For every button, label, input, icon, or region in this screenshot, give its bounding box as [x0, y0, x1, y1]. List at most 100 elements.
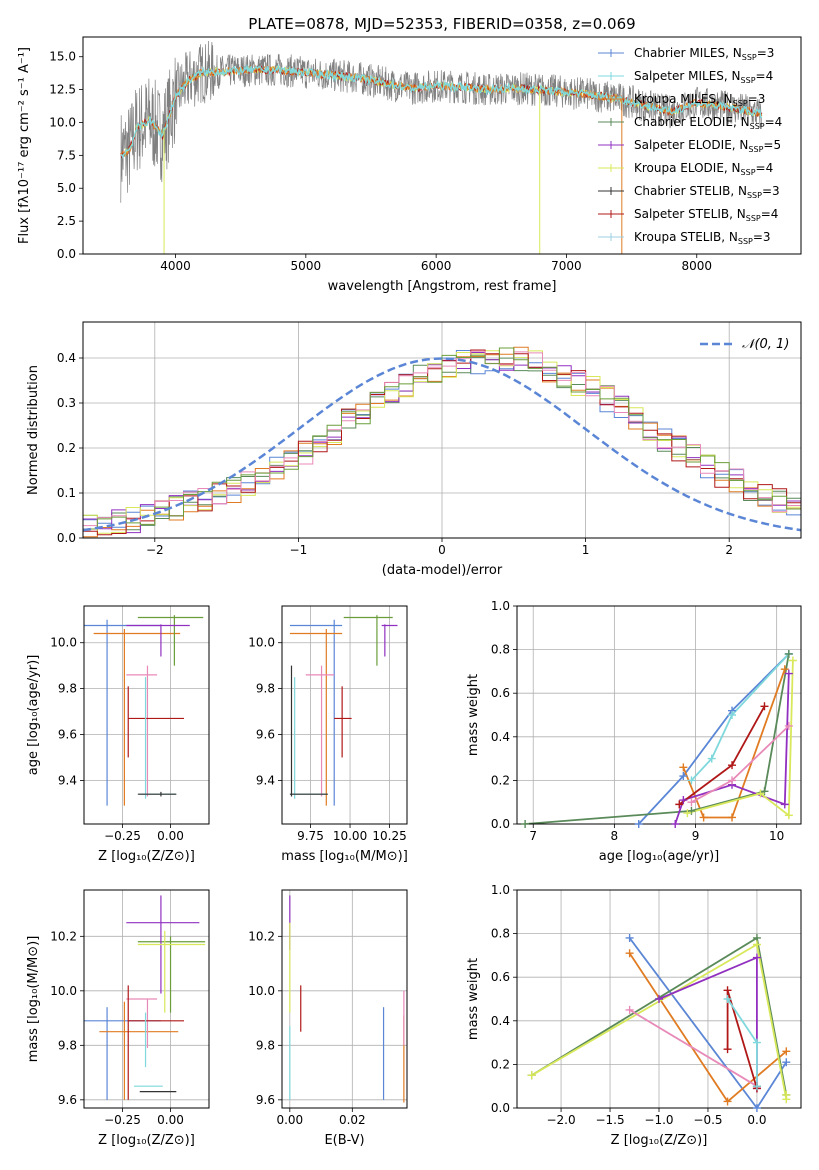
y-tick-label: 0.3 — [57, 396, 76, 410]
x-tick-label: 10.00 — [333, 829, 367, 843]
axes-frame — [516, 605, 802, 825]
y-tick-label: 0.2 — [57, 441, 76, 455]
age-vs-metallicity-panel: −0.25 0.00 9.4 9.6 9.8 10.0 Z [log₁₀(Z/Z⊙)] age… — [26, 605, 210, 864]
y-tick-label: 9.8 — [256, 1038, 275, 1052]
y-tick-label: 10.2 — [50, 929, 77, 943]
x-tick-label: 8 — [611, 829, 619, 843]
y-tick-label: 9.4 — [256, 773, 275, 787]
y-tick-label: 10.0 — [248, 984, 275, 998]
mass-weight-point — [521, 820, 530, 828]
x-axis-label: wavelength [Angstrom, rest frame] — [328, 279, 557, 294]
figure-title: PLATE=0878, MJD=52353, FIBERID=0358, z=0… — [248, 15, 635, 33]
y-tick-label: 10.0 — [50, 636, 77, 650]
y-tick-label: 1.0 — [491, 883, 510, 897]
x-tick-label: −0.25 — [104, 1113, 141, 1127]
axes-frame — [516, 889, 802, 1109]
x-tick-label: 7000 — [551, 259, 582, 273]
x-axis-label: (data-model)/error — [382, 563, 503, 578]
mass-weight-point — [634, 820, 643, 828]
mass-vs-ebv-panel: 0.00 0.02 9.6 9.8 10.0 10.2 E(B-V) — [248, 889, 408, 1148]
x-tick-label: 9 — [692, 829, 700, 843]
y-tick-label: 10.0 — [248, 636, 275, 650]
mass-weight-line — [690, 653, 790, 782]
y-tick-label: 0.2 — [491, 1057, 510, 1071]
mass-weight-point — [760, 787, 769, 796]
mass-weight-point — [699, 813, 708, 822]
mass-weight-point — [723, 986, 732, 995]
x-tick-label: 0.00 — [276, 1113, 303, 1127]
y-tick-label: 5.0 — [57, 181, 76, 195]
spectrum-panel: 4000 5000 6000 7000 8000 0.0 2.5 5.0 7.5 10.0 12.5… — [17, 36, 802, 294]
x-tick-label: 9.75 — [297, 829, 324, 843]
y-tick-label: 0.6 — [491, 686, 510, 700]
mass-weight-point — [723, 995, 732, 1003]
mass-weight-point — [679, 796, 688, 805]
mass-weight-point — [679, 772, 688, 781]
x-tick-label: −0.25 — [104, 829, 141, 843]
legend-label: Chabrier MILES, NSSP=3 — [634, 46, 774, 62]
axes-frame — [281, 889, 408, 1109]
y-tick-label: 2.5 — [57, 214, 76, 228]
x-tick-label: 7 — [529, 829, 537, 843]
y-tick-label: 9.6 — [256, 728, 275, 742]
x-axis-label: Z [log₁₀(Z/Z⊙)] — [98, 1133, 195, 1148]
residual-histogram-step — [83, 347, 801, 530]
y-tick-label: 0.6 — [491, 970, 510, 984]
mass-weight-line — [525, 653, 790, 824]
mass-weight-point — [723, 1045, 732, 1054]
y-tick-label: 10.2 — [248, 929, 275, 943]
y-axis-label: mass weight — [466, 674, 481, 756]
plot-area — [83, 346, 801, 538]
legend-label: Kroupa MILES, NSSP=3 — [634, 92, 765, 108]
plot-area — [84, 615, 204, 806]
mass-weight-point — [687, 798, 696, 807]
x-tick-label: 1 — [582, 543, 590, 557]
mass-weight-line — [638, 653, 790, 824]
mass-weight-point — [780, 800, 789, 809]
mass-weight-point — [707, 754, 716, 763]
mass-weight-point — [728, 813, 737, 822]
y-tick-label: 7.5 — [57, 148, 76, 162]
model-fit-line — [120, 63, 763, 160]
axes-frame — [82, 321, 802, 539]
x-tick-label: 5000 — [291, 259, 322, 273]
x-tick-label: −1.0 — [644, 1113, 673, 1127]
mass-weight-point — [784, 811, 793, 820]
y-axis-label: Normed distribution — [26, 365, 41, 495]
mass-weight-point — [756, 789, 765, 798]
mass-weight-point — [625, 949, 634, 958]
mass-weight-point — [675, 800, 684, 809]
mass-weight-point — [625, 1005, 634, 1014]
mass-weight-point — [527, 1071, 536, 1080]
age-vs-mass-panel: 9.75 10.00 10.25 9.4 9.6 9.8 10.0 mass [log₁₀(M… — [248, 605, 408, 864]
legend-label: Kroupa ELODIE, NSSP=4 — [634, 161, 773, 177]
y-tick-label: 9.8 — [256, 682, 275, 696]
x-tick-label: 6000 — [421, 259, 452, 273]
mass-weight-line — [629, 1009, 758, 1087]
y-tick-label: 9.6 — [58, 728, 77, 742]
legend-label: Salpeter STELIB, NSSP=4 — [634, 207, 778, 223]
y-tick-label: 0.0 — [491, 1101, 510, 1115]
mass-weight-point — [782, 1047, 791, 1056]
mass-weight-point — [752, 953, 761, 962]
plot-area — [289, 895, 405, 1103]
x-axis-label: Z [log₁₀(Z/Z⊙)] — [98, 849, 195, 864]
x-tick-label: 8000 — [681, 259, 712, 273]
legend-label: Kroupa STELIB, NSSP=3 — [634, 230, 771, 246]
legend-label: 𝒩(0, 1) — [742, 337, 789, 352]
plot-area — [289, 615, 398, 806]
normal-distribution-curve — [83, 357, 801, 532]
plot-area — [120, 40, 763, 254]
y-tick-label: 10.0 — [49, 115, 76, 129]
x-tick-label: 4000 — [160, 259, 191, 273]
mass-weight-line — [682, 668, 786, 819]
y-tick-label: 1.0 — [491, 599, 510, 613]
legend-label: Salpeter ELODIE, NSSP=5 — [634, 138, 781, 154]
mass-weight-point — [752, 1038, 761, 1047]
mass-weight-point — [655, 995, 663, 1003]
x-tick-label: −1.5 — [595, 1113, 624, 1127]
x-tick-label: −0.5 — [693, 1113, 722, 1127]
mass-weight-point — [679, 763, 688, 772]
y-tick-label: 10.0 — [50, 984, 77, 998]
